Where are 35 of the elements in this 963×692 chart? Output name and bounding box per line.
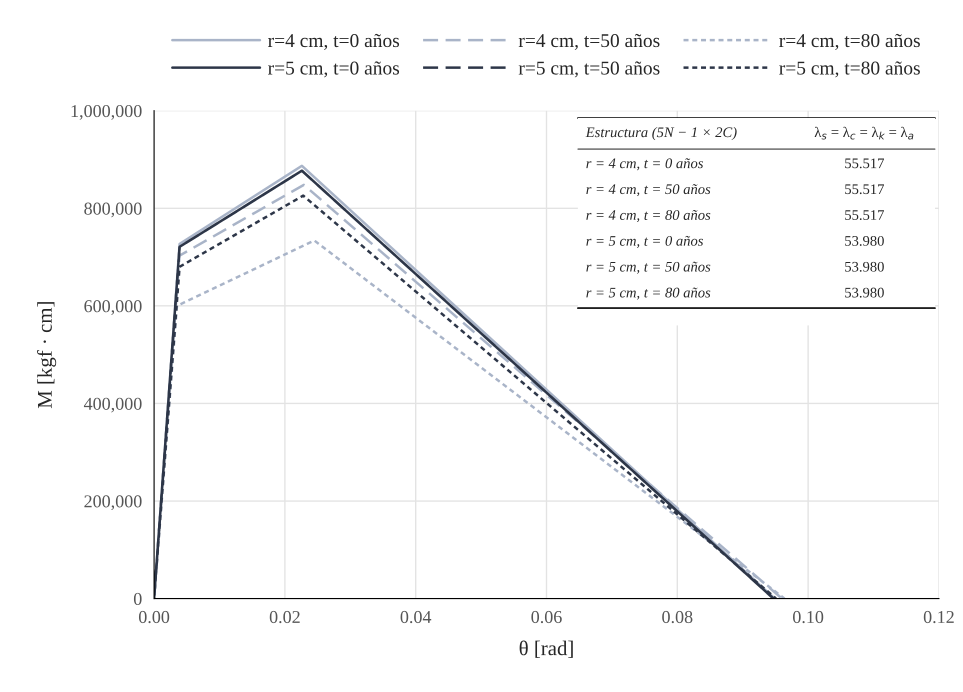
y-tick-label: 400,000: [84, 398, 142, 412]
x-axis-title: θ [rad]: [520, 640, 573, 658]
legend-label: r=4 cm, t=50 años: [518, 34, 660, 50]
y-tick-label: 0: [134, 592, 142, 606]
x-tick-label: 0.04: [400, 610, 432, 624]
annotation: r = 5 cm, t = 50 años: [586, 262, 710, 274]
annotation: r = 5 cm, t = 0 años: [586, 236, 704, 248]
annotation: r = 5 cm, t = 80 años: [586, 288, 710, 300]
x-tick-label: 0.06: [531, 610, 562, 624]
x-tick-label: 0.00: [138, 610, 170, 624]
y-tick-label: 1,000,000: [72, 104, 142, 120]
legend-label: r=4 cm, t=0 años: [268, 34, 400, 50]
annotation: λ$_{s}$ = λ$_{c}$ = λ$_{k}$ = λ$_{a}$: [814, 126, 914, 140]
annotation: 53.980: [845, 288, 884, 298]
y-axis-title: M [kgf · cm]: [37, 302, 56, 408]
legend-label: r=5 cm, t=50 años: [518, 61, 660, 78]
y-tick-label: 200,000: [84, 495, 142, 510]
annotation: Estructura (5N − 1 × 2C): [586, 126, 737, 140]
legend-label: r=5 cm, t=80 años: [779, 61, 920, 78]
y-tick-label: 800,000: [84, 202, 142, 218]
legend-label: r=4 cm, t=80 años: [779, 34, 920, 50]
annotation: r = 4 cm, t = 80 años: [586, 210, 710, 222]
annotation: 55.517: [845, 184, 884, 194]
x-tick-label: 0.08: [662, 610, 692, 624]
y-tick-label: 600,000: [84, 300, 142, 315]
x-tick-label: 0.10: [793, 610, 824, 624]
annotation: 53.980: [845, 262, 884, 272]
annotation: r = 4 cm, t = 50 años: [586, 184, 710, 196]
x-tick-label: 0.02: [270, 610, 300, 624]
annotation: 55.517: [845, 158, 884, 168]
x-tick-label: 0.12: [924, 610, 954, 624]
annotation: r = 4 cm, t = 0 años: [586, 158, 704, 170]
legend-label: r=5 cm, t=0 años: [268, 61, 400, 78]
annotation: 53.980: [845, 236, 884, 246]
annotation: 55.517: [845, 210, 884, 220]
